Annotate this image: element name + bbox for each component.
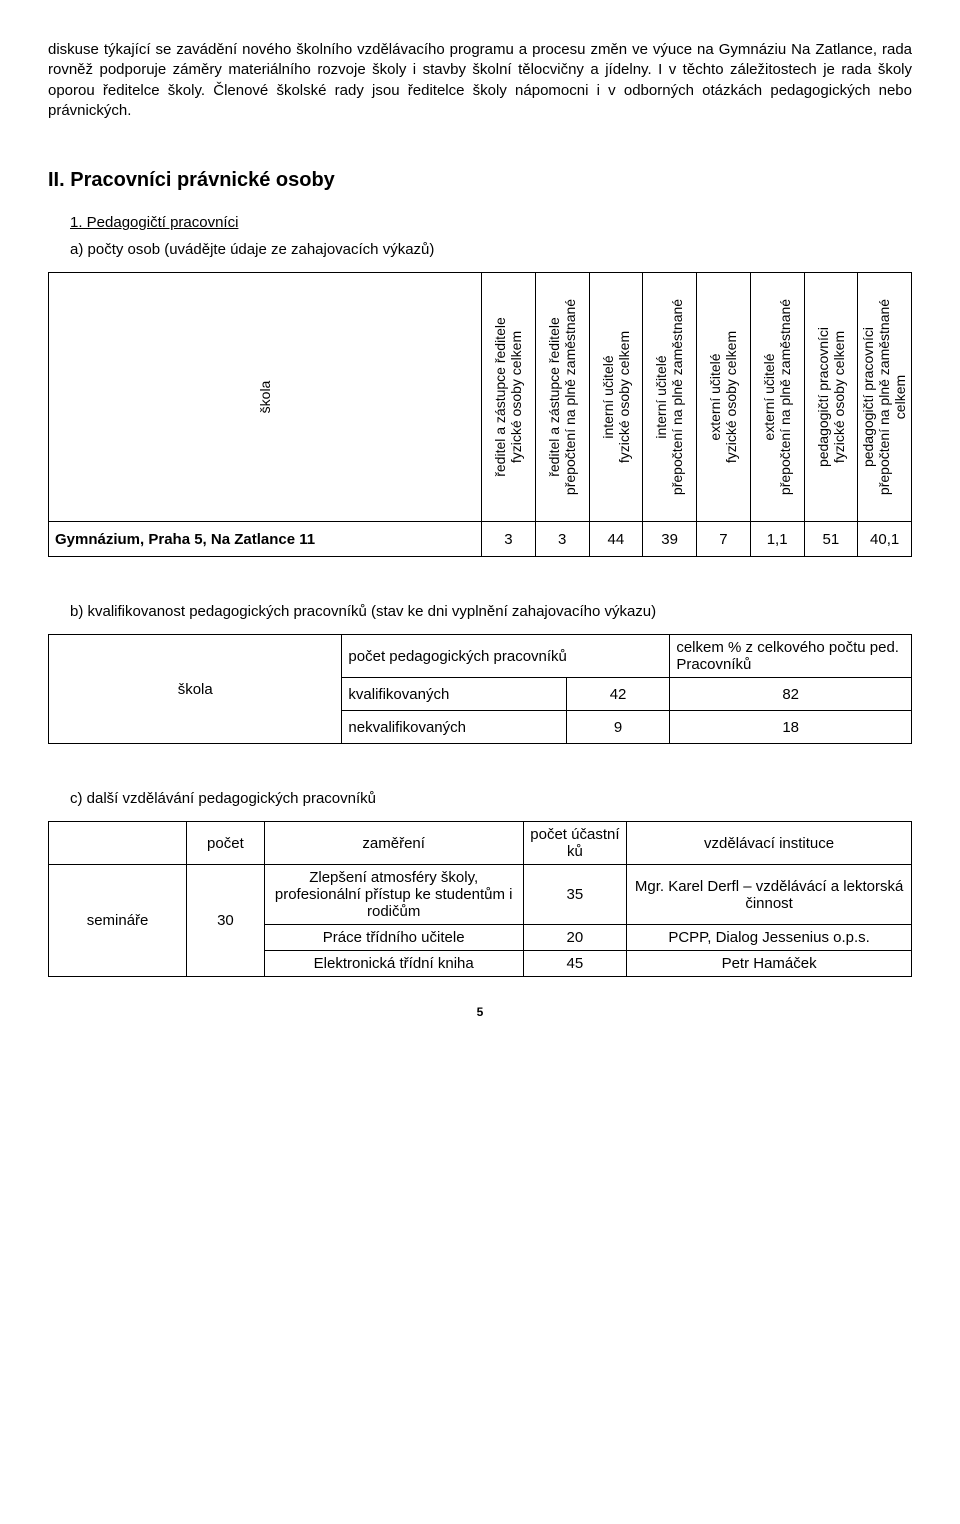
cell: 9 (566, 711, 670, 744)
cell: 51 (804, 522, 858, 557)
cell-focus: Práce třídního učitele (264, 925, 523, 951)
col-skola: škola (49, 635, 342, 744)
cell: 82 (670, 678, 912, 711)
col-header: interní učitelépřepočtení na plně zaměst… (653, 282, 685, 512)
cell: 7 (697, 522, 751, 557)
cell-inst: PCPP, Dialog Jessenius o.p.s. (627, 925, 912, 951)
table-header-row: počet zaměření počet účastní ků vzděláva… (49, 822, 912, 865)
table-row: semináře 30 Zlepšení atmosféry školy, pr… (49, 865, 912, 925)
col-header: zaměření (264, 822, 523, 865)
row-label: semináře (49, 865, 187, 977)
cell-label: nekvalifikovaných (342, 711, 566, 744)
col-header: externí učitelépřepočtení na plně zaměst… (761, 282, 793, 512)
cell: 18 (670, 711, 912, 744)
cell-inst: Petr Hamáček (627, 951, 912, 977)
col-pocet: počet pedagogických pracovníků (342, 635, 670, 678)
col-header: vzdělávací instituce (627, 822, 912, 865)
col-header: pedagogičtí pracovnícifyzické osoby celk… (814, 282, 846, 512)
col-header (49, 822, 187, 865)
table-staff-counts: škola ředitel a zástupce ředitelefyzické… (48, 272, 912, 557)
table-header-row: škola ředitel a zástupce ředitelefyzické… (49, 273, 912, 522)
cell-participants: 20 (523, 925, 627, 951)
cell-focus: Elektronická třídní kniha (264, 951, 523, 977)
cell: 3 (482, 522, 536, 557)
row-count: 30 (187, 865, 265, 977)
page-number: 5 (48, 1005, 912, 1019)
col-header: interní učiteléfyzické osoby celkem (599, 282, 631, 512)
col-header: pedagogičtí pracovnícipřepočtení na plně… (860, 282, 908, 512)
cell: 42 (566, 678, 670, 711)
cell-label: kvalifikovaných (342, 678, 566, 711)
table-qualification: škola počet pedagogických pracovníků cel… (48, 634, 912, 744)
col-header: počet (187, 822, 265, 865)
cell: 40,1 (858, 522, 912, 557)
table-row: Gymnázium, Praha 5, Na Zatlance 11 3 3 4… (49, 522, 912, 557)
cell-inst: Mgr. Karel Derfl – vzdělávácí a lektorsk… (627, 865, 912, 925)
cell: 39 (643, 522, 697, 557)
subsection-1a: a) počty osob (uvádějte údaje ze zahajov… (70, 241, 912, 258)
col-pct: celkem % z celkového počtu ped. Pracovní… (670, 635, 912, 678)
cell: 44 (589, 522, 643, 557)
cell-participants: 45 (523, 951, 627, 977)
subsection-1c: c) další vzdělávání pedagogických pracov… (70, 790, 912, 807)
col-header-skola: škola (257, 381, 273, 414)
table-row: škola počet pedagogických pracovníků cel… (49, 635, 912, 678)
subsection-1b: b) kvalifikovanost pedagogických pracovn… (70, 603, 912, 620)
cell: 3 (535, 522, 589, 557)
col-header: ředitel a zástupce ředitelepřepočtení na… (546, 282, 578, 512)
col-header: ředitel a zástupce ředitelefyzické osoby… (492, 282, 524, 512)
row-label: Gymnázium, Praha 5, Na Zatlance 11 (55, 531, 315, 548)
subsection-1: 1. Pedagogičtí pracovníci (70, 214, 912, 231)
section-title: II. Pracovníci právnické osoby (48, 169, 912, 192)
cell-participants: 35 (523, 865, 627, 925)
cell: 1,1 (750, 522, 804, 557)
col-header: externí učiteléfyzické osoby celkem (707, 282, 739, 512)
cell-focus: Zlepšení atmosféry školy, profesionální … (264, 865, 523, 925)
table-further-education: počet zaměření počet účastní ků vzděláva… (48, 821, 912, 977)
intro-paragraph: diskuse týkající se zavádění nového škol… (48, 40, 912, 121)
col-header: počet účastní ků (523, 822, 627, 865)
